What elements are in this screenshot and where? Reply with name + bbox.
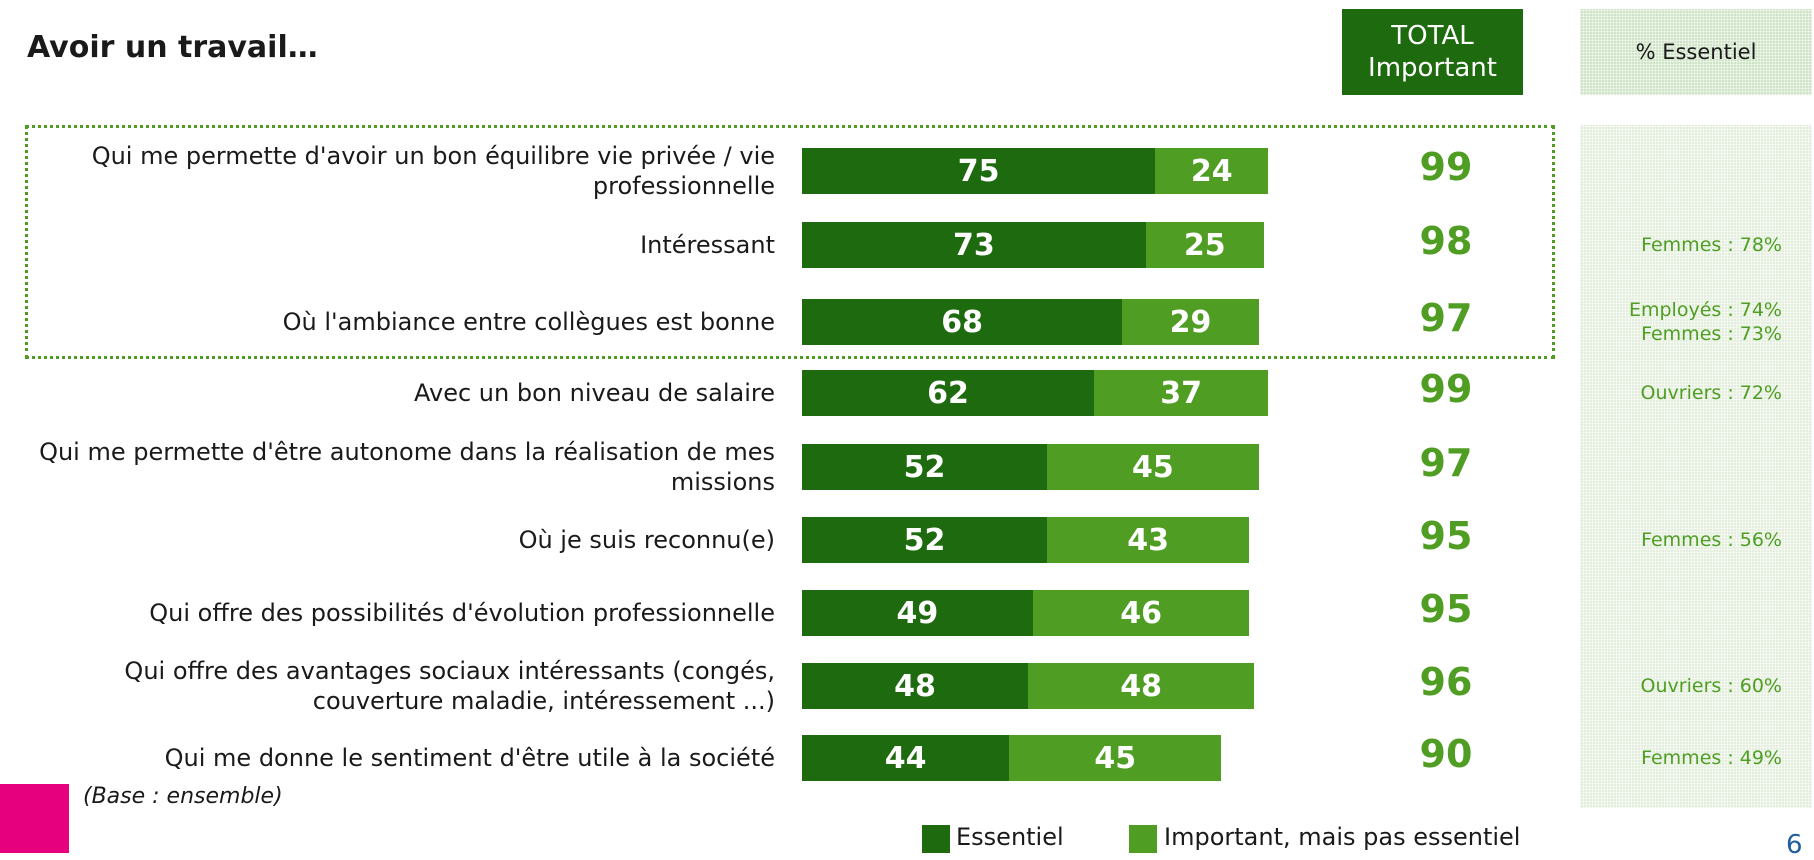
value-label: 46	[1120, 595, 1162, 631]
value-label: 37	[1160, 375, 1203, 411]
bar-segment	[802, 444, 1047, 490]
total-header-line: Important	[1368, 53, 1497, 83]
essentiel-note-line: Femmes : 56%	[1641, 529, 1782, 551]
category-label: Qui me permette d'avoir un bon équilibre…	[91, 142, 775, 200]
bar-segment	[1028, 663, 1255, 709]
bar-segment	[802, 663, 1029, 709]
legend-swatch	[922, 825, 950, 853]
category-label: Qui offre des avantages sociaux intéress…	[124, 657, 775, 715]
value-label: 43	[1127, 522, 1170, 558]
total-value: 95	[1419, 587, 1473, 631]
bar-segment	[1046, 517, 1250, 563]
legend-swatch	[1129, 825, 1157, 853]
total-value: 98	[1419, 219, 1473, 263]
legend-label: Essentiel	[956, 823, 1064, 851]
category-label: Qui me permette d'être autonome dans la …	[39, 438, 775, 496]
category-label: Où je suis reconnu(e)	[518, 526, 775, 554]
bar-segment	[1155, 148, 1269, 194]
essentiel-note: Femmes : 49%	[1641, 746, 1782, 770]
total-value: 95	[1419, 514, 1473, 558]
essentiel-note: Employés : 74% Femmes : 73%	[1629, 298, 1782, 346]
legend-label: Important, mais pas essentiel	[1164, 823, 1521, 851]
bar-segment	[1032, 590, 1250, 636]
value-label: 48	[1120, 668, 1162, 704]
bar-segment	[1046, 444, 1259, 490]
value-label: 24	[1190, 153, 1233, 189]
bar-segment	[802, 590, 1033, 636]
bar-segment	[802, 299, 1123, 345]
value-label: 52	[903, 449, 946, 485]
total-value: 99	[1419, 367, 1473, 411]
bar-segment	[802, 148, 1156, 194]
bar-segment	[1122, 299, 1259, 345]
value-label: 29	[1169, 304, 1212, 340]
category-label: Où l'ambiance entre collègues est bonne	[282, 308, 775, 336]
total-header-line: TOTAL	[1391, 21, 1474, 51]
total-header: TOTAL Important	[1342, 9, 1523, 95]
essentiel-note: Femmes : 78%	[1641, 233, 1782, 257]
essentiel-panel	[1580, 125, 1812, 808]
total-value: 96	[1419, 660, 1473, 704]
value-label: 68	[941, 304, 983, 340]
category-label: Qui me donne le sentiment d'être utile à…	[164, 744, 775, 772]
total-value: 97	[1419, 441, 1473, 485]
value-label: 75	[957, 153, 1000, 189]
total-value: 97	[1419, 296, 1473, 340]
category-label: Avec un bon niveau de salaire	[414, 379, 775, 407]
pink-block	[0, 784, 69, 853]
essentiel-note-line: Ouvriers : 60%	[1640, 675, 1782, 697]
category-label: Intéressant	[640, 231, 775, 259]
value-label: 45	[1094, 740, 1137, 776]
essentiel-note: Femmes : 56%	[1641, 528, 1782, 552]
value-label: 45	[1132, 449, 1174, 485]
category-label: Qui offre des possibilités d'évolution p…	[149, 599, 775, 627]
bar-segment	[1145, 222, 1264, 268]
bar-segment	[802, 222, 1146, 268]
page-number: 6	[1786, 830, 1803, 860]
essentiel-note-line: Employés : 74%	[1628, 299, 1782, 321]
bar-segment	[802, 517, 1047, 563]
essentiel-note-line: Femmes : 73%	[1641, 323, 1782, 345]
value-label: 52	[903, 522, 946, 558]
bar-segment	[802, 735, 1010, 781]
bar-segment	[1094, 370, 1269, 416]
value-label: 49	[896, 595, 939, 631]
chart-title: Avoir un travail…	[27, 30, 318, 65]
bar-segment	[802, 370, 1095, 416]
highlight-frame	[25, 125, 1555, 359]
value-label: 25	[1183, 227, 1226, 263]
essentiel-note-line: Ouvriers : 72%	[1640, 382, 1782, 404]
value-label: 44	[884, 740, 927, 776]
total-value: 90	[1419, 732, 1473, 776]
bar-segment	[1009, 735, 1222, 781]
essentiel-note: Ouvriers : 72%	[1641, 381, 1782, 405]
essentiel-note-line: Femmes : 78%	[1641, 234, 1782, 256]
value-label: 62	[927, 375, 969, 411]
essentiel-note-line: Femmes : 49%	[1641, 747, 1782, 769]
value-label: 48	[894, 668, 936, 704]
essentiel-note: Ouvriers : 60%	[1641, 674, 1782, 698]
essentiel-header: % Essentiel	[1580, 9, 1812, 95]
total-value: 99	[1419, 145, 1473, 189]
base-note: (Base : ensemble)	[83, 784, 283, 809]
value-label: 73	[953, 227, 995, 263]
